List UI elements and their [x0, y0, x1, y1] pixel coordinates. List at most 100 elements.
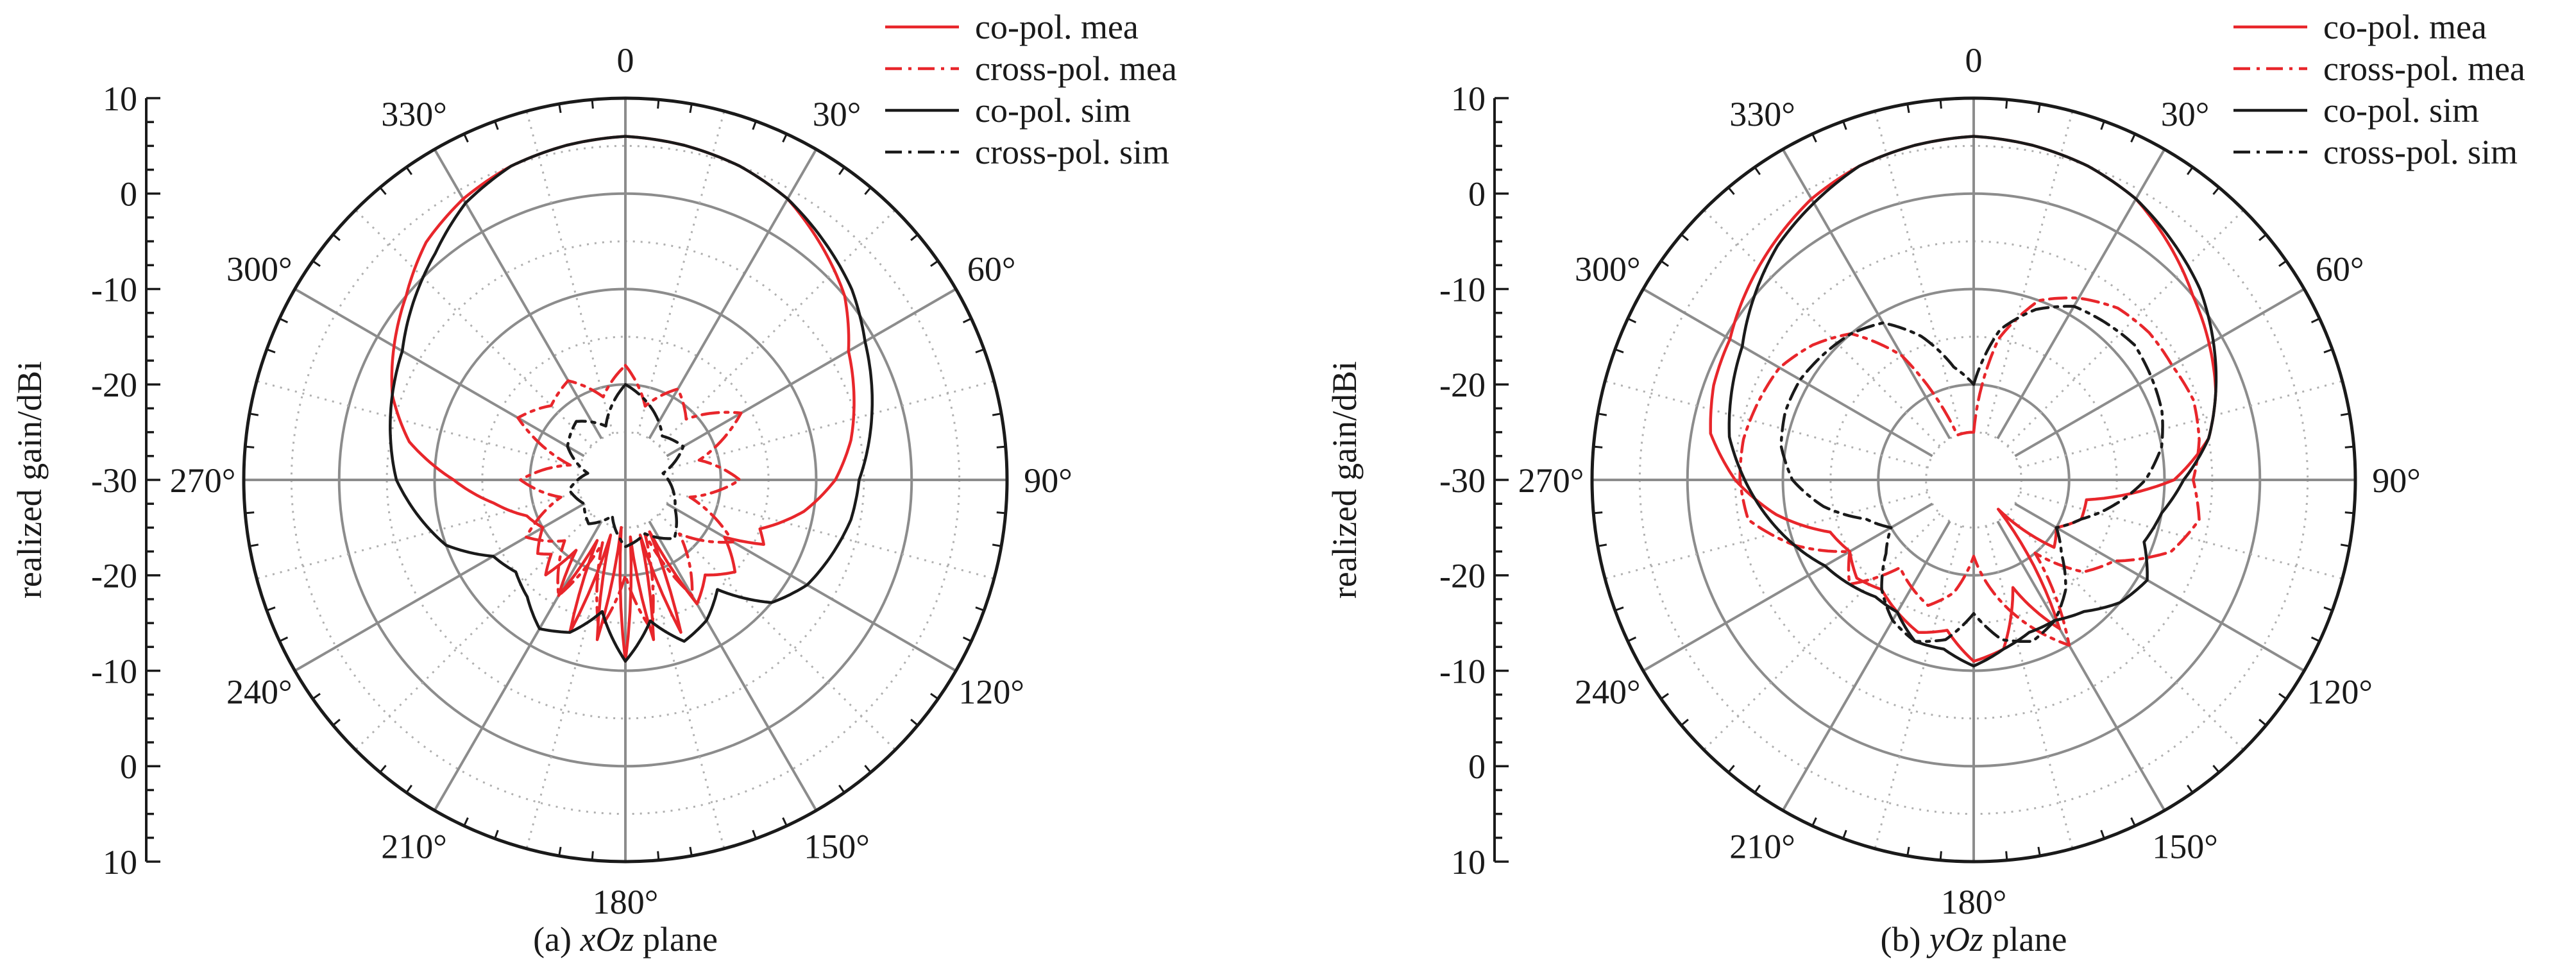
- legend-label: co-pol. sim: [2323, 91, 2479, 130]
- grid-spoke-minor: [658, 209, 896, 447]
- angle-tick: [2037, 846, 2041, 856]
- angle-label: 30°: [2161, 95, 2210, 133]
- angle-tick: [1939, 851, 1942, 860]
- grid-spoke: [294, 502, 585, 672]
- grid-spoke-minor: [1874, 525, 1963, 849]
- radial-tick-label: -10: [1439, 270, 1486, 309]
- angle-tick: [752, 121, 757, 130]
- angle-tick: [312, 260, 321, 267]
- radial-tick-label: 0: [120, 175, 137, 214]
- grid-spoke-minor: [256, 380, 580, 469]
- panel-a: 0 30° 60° 90° 120° 150° 180° 210° 240° 270° 300° 33…: [10, 8, 1177, 959]
- angle-tick: [930, 260, 939, 267]
- series-line-cross-pol-mea: [516, 364, 743, 632]
- grid-spoke: [1642, 287, 1933, 457]
- angle-tick: [1627, 636, 1637, 642]
- angle-tick: [2323, 348, 2333, 354]
- angle-tick: [2278, 693, 2287, 700]
- angle-tick: [2130, 133, 2136, 143]
- angle-tick: [2323, 606, 2333, 611]
- angle-tick: [910, 234, 919, 241]
- angle-label: 0: [617, 41, 634, 80]
- angle-tick: [463, 817, 469, 826]
- angle-tick: [1681, 234, 1689, 241]
- angle-tick: [249, 543, 259, 547]
- grid-spoke: [294, 287, 585, 457]
- angle-tick: [279, 318, 289, 323]
- grid-spoke: [648, 520, 818, 812]
- angle-label: 30°: [813, 95, 861, 133]
- angle-tick: [266, 348, 276, 354]
- angle-label: 120°: [2307, 672, 2373, 711]
- angle-tick: [864, 765, 872, 773]
- angle-tick: [405, 166, 412, 175]
- angle-label: 0: [1965, 41, 1983, 80]
- angle-tick: [2212, 765, 2220, 773]
- angle-label: 120°: [958, 672, 1024, 711]
- radial-tick-label: 10: [103, 843, 137, 882]
- radial-tick-label: 10: [1451, 80, 1486, 118]
- angle-tick: [657, 99, 660, 109]
- angle-label: 180°: [1941, 883, 2007, 921]
- angle-tick: [312, 693, 321, 700]
- angle-tick: [2310, 318, 2320, 323]
- angle-tick: [1660, 260, 1669, 267]
- angle-tick: [782, 133, 788, 143]
- grid-spoke-minor: [2006, 209, 2244, 447]
- angle-tick: [379, 187, 387, 195]
- grid-spoke-minor: [525, 110, 614, 434]
- grid-spoke: [666, 502, 957, 672]
- angle-label: 210°: [1729, 828, 1795, 866]
- angle-tick: [2258, 719, 2267, 726]
- angle-label: 90°: [1024, 461, 1072, 500]
- angle-label: 210°: [381, 828, 447, 866]
- angle-tick: [332, 719, 341, 726]
- angle-tick: [1681, 719, 1689, 726]
- series-line-co-pol-sim: [389, 135, 874, 663]
- angle-tick: [379, 765, 387, 773]
- grid-spoke-minor: [1703, 513, 1941, 751]
- angle-label: 180°: [593, 883, 659, 921]
- legend-label: cross-pol. sim: [2323, 133, 2518, 171]
- panel-b: 0 30° 60° 90° 120° 150° 180° 210° 240° 270° 300° 33…: [1325, 8, 2525, 959]
- radial-tick-label: -20: [1439, 366, 1486, 404]
- angle-tick: [910, 719, 919, 726]
- radial-tick-label: 10: [1451, 843, 1486, 882]
- angle-tick: [2100, 830, 2105, 839]
- angle-tick: [975, 348, 985, 354]
- angle-label: 330°: [381, 95, 447, 133]
- angle-tick: [2187, 166, 2194, 175]
- radial-tick-label: -10: [91, 270, 137, 309]
- angle-tick: [689, 103, 693, 114]
- angle-tick: [838, 785, 845, 794]
- grid-spoke: [648, 148, 818, 439]
- angle-tick: [558, 103, 562, 114]
- angle-tick: [1842, 830, 1847, 839]
- angle-tick: [1660, 693, 1669, 700]
- grid-spoke: [2014, 502, 2305, 672]
- series-line-cross-pol-sim: [566, 383, 685, 549]
- angle-tick: [1727, 765, 1735, 773]
- legend-label: cross-pol. mea: [2323, 49, 2525, 88]
- grid-spoke-minor: [355, 513, 593, 751]
- angle-tick: [1597, 413, 1607, 416]
- angle-tick: [689, 846, 693, 856]
- angle-label: 90°: [2372, 461, 2421, 500]
- angle-tick: [2005, 851, 2008, 860]
- angle-label: 270°: [170, 461, 236, 500]
- radial-tick-label: -20: [91, 366, 137, 404]
- grid-spoke: [1996, 148, 2166, 439]
- radial-tick-label: -10: [91, 652, 137, 690]
- angle-label: 300°: [226, 250, 292, 288]
- angle-tick: [2037, 103, 2041, 114]
- angle-tick: [962, 636, 972, 642]
- angle-tick: [2258, 234, 2267, 241]
- angle-tick: [1906, 846, 1910, 856]
- radial-tick-label: -10: [1439, 652, 1486, 690]
- angle-tick: [1811, 133, 1817, 143]
- radial-axis-title: realized gain/dBi: [10, 361, 49, 599]
- grid-spoke-minor: [2006, 513, 2244, 751]
- angle-tick: [2100, 121, 2105, 130]
- angle-label: 270°: [1518, 461, 1584, 500]
